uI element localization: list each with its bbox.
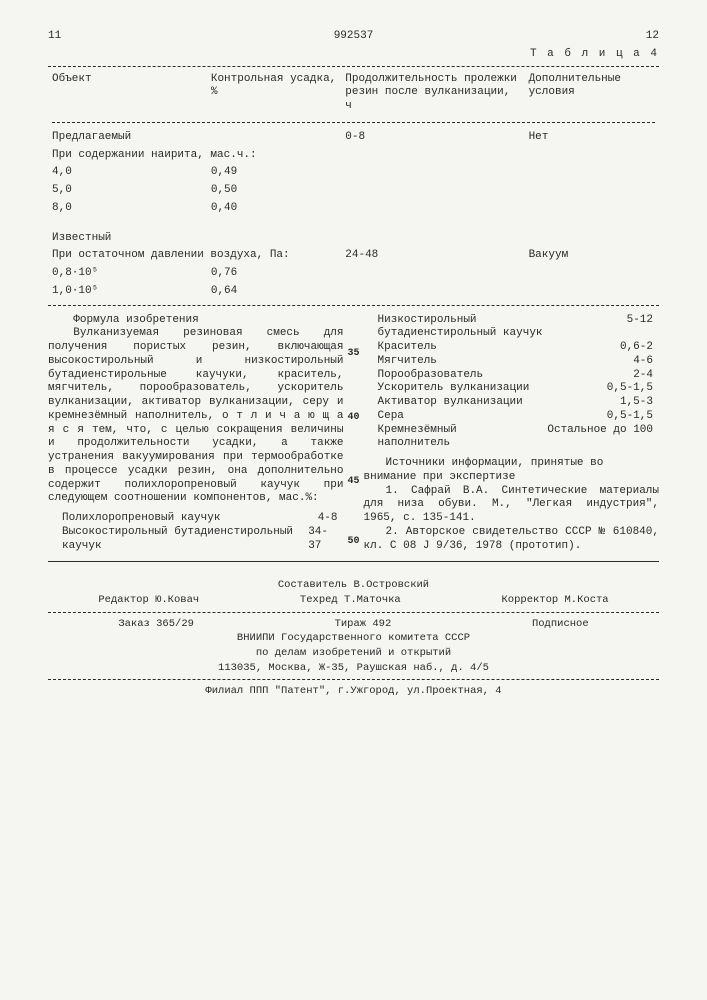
component-value: 5-12 bbox=[627, 314, 659, 342]
group-title: Известный bbox=[48, 230, 207, 248]
component-name: Сера bbox=[364, 410, 404, 424]
component-value: 1,5-3 bbox=[620, 396, 659, 410]
table-row: Известный bbox=[48, 230, 659, 248]
table-row: При содержании наирита, мас.ч.: bbox=[48, 147, 659, 165]
duration-cell: 0-8 bbox=[341, 129, 524, 147]
row-label: 0,8·10⁵ bbox=[48, 265, 207, 283]
divider bbox=[48, 561, 659, 562]
org-line: по делам изобретений и открытий bbox=[48, 646, 659, 661]
right-column: Низкостирольный бутадиенстирольный каучу… bbox=[364, 314, 660, 554]
divider bbox=[48, 305, 659, 306]
page-right: 12 bbox=[457, 30, 659, 44]
divider bbox=[48, 679, 659, 680]
component-value: Остальное до 100 bbox=[547, 424, 659, 452]
col-header: Дополнительные условия bbox=[525, 71, 659, 116]
col-header: Объект bbox=[48, 71, 207, 116]
table-header-row: Объект Контрольная усадка, % Продолжител… bbox=[48, 71, 659, 116]
group-subtitle: При остаточном давлении воздуха, Па: bbox=[48, 247, 341, 265]
group-title: Предлагаемый bbox=[48, 129, 207, 147]
component-row: Сера 0,5-1,5 bbox=[364, 410, 660, 424]
addr-line: Филиал ППП "Патент", г.Ужгород, ул.Проек… bbox=[48, 684, 659, 699]
formula-title: Формула изобретения bbox=[48, 314, 344, 328]
row-value: 0,40 bbox=[207, 200, 341, 218]
tech-line: Техред Т.Маточка bbox=[300, 593, 401, 608]
table-row: Предлагаемый 0-8 Нет bbox=[48, 129, 659, 147]
line-number: 50 bbox=[347, 536, 359, 549]
row-value: 0,76 bbox=[207, 265, 341, 283]
duration-cell: 24-48 bbox=[341, 247, 524, 265]
component-value: 34-37 bbox=[308, 526, 343, 554]
component-row: Кремнезёмный наполнитель Остальное до 10… bbox=[364, 424, 660, 452]
condition-cell: Нет bbox=[525, 129, 659, 147]
component-value: 0,5-1,5 bbox=[607, 382, 659, 396]
component-name: Ускоритель вулканизации bbox=[364, 382, 530, 396]
page-left: 11 bbox=[48, 30, 250, 44]
component-name: Полихлоропреновый каучук bbox=[48, 512, 220, 526]
line-number: 40 bbox=[347, 412, 359, 425]
table-row: 8,0 0,40 bbox=[48, 200, 659, 218]
row-value: 0,50 bbox=[207, 182, 341, 200]
table-row: 1,0·10⁵ 0,64 bbox=[48, 283, 659, 301]
divider bbox=[48, 66, 659, 67]
component-row: Ускоритель вулканизации 0,5-1,5 bbox=[364, 382, 660, 396]
component-name: Кремнезёмный наполнитель bbox=[364, 424, 526, 452]
order-line: Заказ 365/29 bbox=[118, 617, 194, 632]
component-row: Активатор вулканизации 1,5-3 bbox=[364, 396, 660, 410]
component-row: Краситель 0,6-2 bbox=[364, 341, 660, 355]
row-label: 8,0 bbox=[48, 200, 207, 218]
corrector-line: Корректор М.Коста bbox=[501, 593, 608, 608]
addr-line: 113035, Москва, Ж-35, Раушская наб., д. … bbox=[48, 661, 659, 676]
row-label: 1,0·10⁵ bbox=[48, 283, 207, 301]
footer: Составитель В.Островский Редактор Ю.Кова… bbox=[48, 578, 659, 699]
condition-cell: Вакуум bbox=[525, 247, 659, 265]
row-label: 4,0 bbox=[48, 164, 207, 182]
compiler-line: Составитель В.Островский bbox=[48, 578, 659, 593]
component-value: 0,6-2 bbox=[620, 341, 659, 355]
line-number: 45 bbox=[347, 476, 359, 489]
component-name: Мягчитель bbox=[364, 355, 437, 369]
source-item: 2. Авторское свидетельство СССР № 610840… bbox=[364, 526, 660, 554]
group-subtitle: При содержании наирита, мас.ч.: bbox=[48, 147, 341, 165]
row-value: 0,64 bbox=[207, 283, 341, 301]
page-header: 11 992537 12 bbox=[48, 30, 659, 44]
row-label: 5,0 bbox=[48, 182, 207, 200]
component-name: Низкостирольный бутадиенстирольный каучу… bbox=[364, 314, 570, 342]
table-label: Т а б л и ц а 4 bbox=[48, 48, 659, 62]
component-name: Активатор вулканизации bbox=[364, 396, 523, 410]
doc-number: 992537 bbox=[253, 30, 455, 44]
divider bbox=[48, 612, 659, 613]
col-header: Продолжительность пролежки резин после в… bbox=[341, 71, 524, 116]
subscr-line: Подписное bbox=[532, 617, 589, 632]
component-row: Низкостирольный бутадиенстирольный каучу… bbox=[364, 314, 660, 342]
tirage-line: Тираж 492 bbox=[335, 617, 392, 632]
component-value: 4-8 bbox=[318, 512, 344, 526]
left-column: Формула изобретения Вулканизуемая резино… bbox=[48, 314, 344, 554]
row-value: 0,49 bbox=[207, 164, 341, 182]
component-value: 4-6 bbox=[633, 355, 659, 369]
table-row: При остаточном давлении воздуха, Па: 24-… bbox=[48, 247, 659, 265]
component-row: Порообразователь 2-4 bbox=[364, 369, 660, 383]
table-row: 4,0 0,49 bbox=[48, 164, 659, 182]
org-line: ВНИИПИ Государственного комитета СССР bbox=[48, 631, 659, 646]
component-value: 0,5-1,5 bbox=[607, 410, 659, 424]
component-value: 2-4 bbox=[633, 369, 659, 383]
component-row: Мягчитель 4-6 bbox=[364, 355, 660, 369]
line-number: 35 bbox=[347, 348, 359, 361]
source-item: 1. Сафрай В.А. Синтетические материалы д… bbox=[364, 485, 660, 526]
component-row: Высокостирольный бутадиенстирольный кауч… bbox=[48, 526, 344, 554]
component-name: Высокостирольный бутадиенстирольный кауч… bbox=[48, 526, 308, 554]
col-header: Контрольная усадка, % bbox=[207, 71, 341, 116]
component-row: Полихлоропреновый каучук 4-8 bbox=[48, 512, 344, 526]
divider bbox=[52, 122, 655, 123]
data-table: Объект Контрольная усадка, % Продолжител… bbox=[48, 71, 659, 301]
table-row: 0,8·10⁵ 0,76 bbox=[48, 265, 659, 283]
sources-title: Источники информации, принятые во вниман… bbox=[364, 457, 660, 485]
table-row: 5,0 0,50 bbox=[48, 182, 659, 200]
editor-line: Редактор Ю.Ковач bbox=[98, 593, 199, 608]
body-paragraph: Вулканизуемая резиновая смесь для получе… bbox=[48, 327, 344, 506]
component-name: Краситель bbox=[364, 341, 437, 355]
component-name: Порообразователь bbox=[364, 369, 484, 383]
